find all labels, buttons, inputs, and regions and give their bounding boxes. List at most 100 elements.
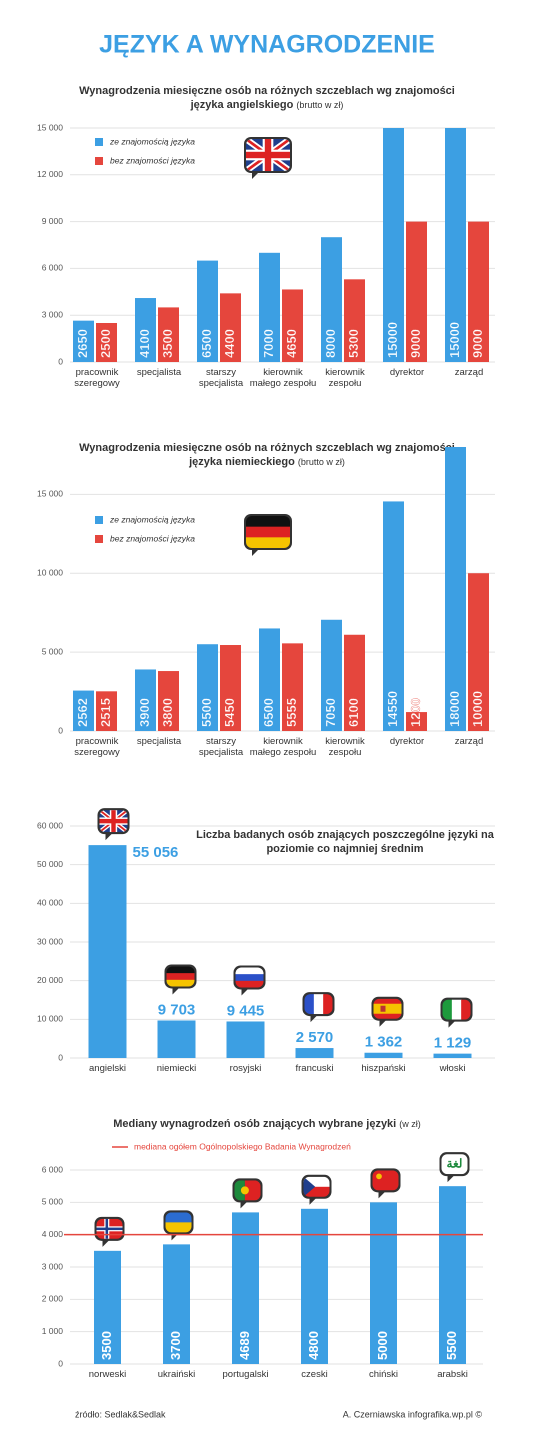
- bar: [295, 1048, 334, 1058]
- x-tick-label: dyrektor: [389, 736, 425, 747]
- bar: [135, 298, 156, 362]
- flag-icon: [244, 137, 292, 179]
- x-tick-label: norweski: [88, 1369, 127, 1380]
- y-tick-label: 0: [58, 725, 63, 735]
- chart-title-block: Wynagrodzenia miesięczne osób na różnych…: [67, 441, 467, 469]
- flag-part: [373, 998, 402, 1005]
- x-tick-label: kierownik zespołu: [325, 736, 365, 758]
- legend-label: bez znajomości języka: [110, 533, 195, 543]
- bar: [344, 634, 365, 731]
- value-label: 5500: [444, 1331, 459, 1360]
- flag-part: [166, 966, 195, 974]
- x-tick-label: dyrektor: [389, 367, 425, 378]
- value-label: 4100: [137, 329, 152, 358]
- value-label: 15000: [385, 322, 400, 358]
- flag-part: [165, 1222, 192, 1233]
- y-tick-label: 4 000: [42, 1229, 64, 1239]
- x-tick-label: kierownik małego zespołu: [249, 367, 317, 389]
- value-label: 10000: [470, 691, 485, 727]
- x-tick-label-box: francuski: [295, 1063, 333, 1074]
- legend-label: bez znajomości języka: [110, 155, 195, 165]
- flag-part: [165, 1212, 192, 1223]
- value-label: 9000: [470, 329, 485, 358]
- flag-icon: [164, 964, 197, 995]
- x-tick-label-box: dyrektor: [389, 367, 425, 378]
- flag-part: [246, 526, 290, 538]
- value-label: 4689: [237, 1331, 252, 1360]
- chart-title: Wynagrodzenia miesięczne osób na różnych…: [79, 442, 455, 468]
- x-tick-label-box: starszy specjalista: [199, 736, 243, 758]
- x-tick-label: włoski: [439, 1063, 466, 1074]
- chart-title-block-box: Mediany wynagrodzeń osób znających wybra…: [67, 1117, 467, 1131]
- x-tick-label: pracownik szeregowy: [74, 367, 120, 389]
- flag-part: [373, 1003, 402, 1010]
- bar: [220, 293, 241, 362]
- bar: [163, 1244, 190, 1364]
- bar: [73, 320, 94, 362]
- flag-part: [246, 537, 290, 548]
- bar: [96, 691, 117, 731]
- y-tick-label: 2 000: [42, 1294, 64, 1304]
- flag-body: [235, 967, 264, 988]
- flag-part: [451, 999, 462, 1020]
- x-tick-label-box: chiński: [369, 1369, 398, 1380]
- y-tick-label: 0: [58, 1358, 63, 1368]
- value-label: 6100: [346, 698, 361, 727]
- x-tick-label-box: ukraiński: [158, 1369, 196, 1380]
- value-label: 7000: [261, 329, 276, 358]
- chart-title-block: Mediany wynagrodzeń osób znających wybra…: [67, 1117, 467, 1131]
- bar: [259, 252, 280, 362]
- flag-body: [304, 994, 333, 1015]
- legend-swatch: [95, 535, 103, 543]
- y-tick-label: 15 000: [37, 122, 63, 132]
- flag-body: [442, 999, 471, 1020]
- bar: [433, 1053, 472, 1058]
- y-tick-label: 20 000: [37, 975, 63, 985]
- x-tick-label-box: kierownik małego zespołu: [250, 736, 317, 758]
- page-title: JĘZYK A WYNAGRODZENIE: [99, 31, 435, 59]
- value-label: 1200: [408, 698, 423, 727]
- value-label: 7050: [323, 698, 338, 727]
- bar: [364, 1052, 403, 1058]
- value-label: 5450: [222, 698, 237, 727]
- x-tick-label: specjalista: [136, 736, 182, 747]
- bar: [383, 501, 404, 731]
- value-label: 9 445: [227, 1002, 265, 1019]
- x-tick-label: starszy specjalista: [198, 367, 244, 389]
- flag-part: [372, 1170, 399, 1191]
- x-tick-label: kierownik zespołu: [325, 367, 365, 389]
- credit: A. Czerniawska infografika.wp.pl ©: [343, 1409, 483, 1419]
- flag-icon: [440, 997, 473, 1028]
- flag-body: [96, 1218, 123, 1239]
- legend-label: ze znajomością języka: [109, 514, 195, 524]
- x-tick-label-box: zarząd: [455, 367, 484, 378]
- flag-body: [303, 1176, 330, 1197]
- bar: [220, 645, 241, 731]
- x-tick-label-box: pracownik szeregowy: [74, 367, 120, 389]
- x-tick-label: zarząd: [454, 736, 484, 747]
- y-tick-label: 6 000: [42, 263, 64, 273]
- x-tick-label-box: specjalista: [137, 367, 181, 378]
- legend-label: mediana ogółem Ogólnopolskiego Badania W…: [134, 1141, 351, 1151]
- flag-part: [264, 139, 272, 171]
- y-tick-label: 5 000: [42, 1197, 64, 1207]
- flag-icon: [232, 1178, 263, 1209]
- chart-subtitle: (brutto w zł): [296, 100, 344, 110]
- flag-icon: [233, 965, 266, 996]
- value-label: 3700: [168, 1331, 183, 1360]
- icon-text: لغة: [447, 1156, 463, 1170]
- flag-part: [234, 1180, 245, 1201]
- x-tick-label-box: specjalista: [136, 736, 182, 747]
- value-label: 8000: [323, 329, 338, 358]
- value-label: 2515: [98, 698, 113, 727]
- flag-body: [234, 1180, 261, 1201]
- bar: [282, 643, 303, 731]
- value-label: 3500: [160, 329, 175, 358]
- flag-icon: [94, 1216, 125, 1247]
- flag-part: [323, 994, 333, 1015]
- x-tick-label-box: kierownik zespołu: [325, 367, 365, 389]
- flag-icon: [97, 808, 130, 841]
- flag-part: [380, 1005, 386, 1012]
- y-tick-label: 0: [58, 356, 63, 366]
- source: źródło: Sedlak&Sedlak: [75, 1409, 166, 1419]
